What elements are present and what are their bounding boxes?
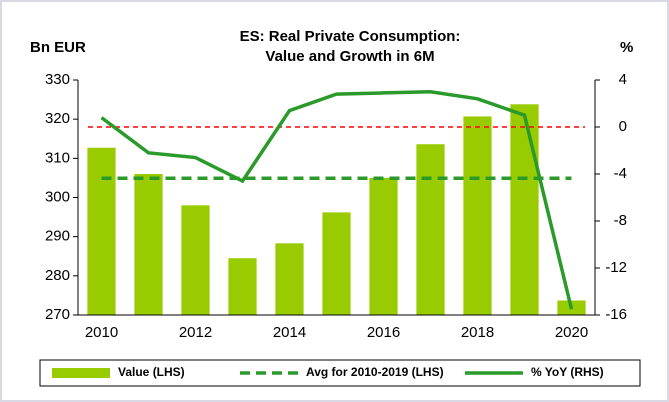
y2-tick-label: -12 — [605, 259, 627, 276]
x-tick-label: 2014 — [273, 324, 306, 341]
legend-label: Value (LHS) — [118, 365, 185, 379]
y2-tick-label: -8 — [614, 212, 627, 229]
y-tick-label: 270 — [45, 306, 70, 323]
chart-title: Value and Growth in 6M — [265, 48, 434, 65]
y-axis-label: Bn EUR — [30, 39, 86, 56]
series-line — [100, 89, 574, 310]
bar — [181, 205, 210, 315]
x-tick-label: 2020 — [555, 324, 588, 341]
bar — [134, 174, 163, 315]
legend-label: % YoY (RHS) — [531, 365, 604, 379]
x-tick-label: 2012 — [179, 324, 212, 341]
bar — [275, 243, 304, 315]
y-tick-label: 290 — [45, 228, 70, 245]
y-tick-label: 280 — [45, 267, 70, 284]
bar — [369, 177, 398, 315]
y2-tick-label: 0 — [619, 118, 627, 135]
y-tick-label: 330 — [45, 71, 70, 88]
bar — [228, 258, 257, 315]
y2-tick-label: 4 — [619, 71, 627, 88]
y-tick-label: 300 — [45, 188, 70, 205]
bar — [87, 147, 116, 315]
y-tick-label: 320 — [45, 110, 70, 127]
y2-axis-label: % — [620, 39, 633, 56]
x-tick-label: 2018 — [461, 324, 494, 341]
legend — [39, 359, 641, 387]
y-tick-label: 310 — [45, 149, 70, 166]
bar — [510, 104, 539, 316]
y2-tick-label: -16 — [605, 306, 627, 323]
bar — [416, 144, 445, 315]
legend-swatch — [52, 368, 110, 378]
bar — [322, 212, 351, 315]
y2-tick-label: -4 — [614, 165, 627, 182]
x-tick-label: 2010 — [85, 324, 118, 341]
chart-title: ES: Real Private Consumption: — [240, 28, 461, 45]
bar — [463, 116, 492, 315]
x-tick-label: 2016 — [367, 324, 400, 341]
legend-label: Avg for 2010-2019 (LHS) — [306, 365, 444, 379]
